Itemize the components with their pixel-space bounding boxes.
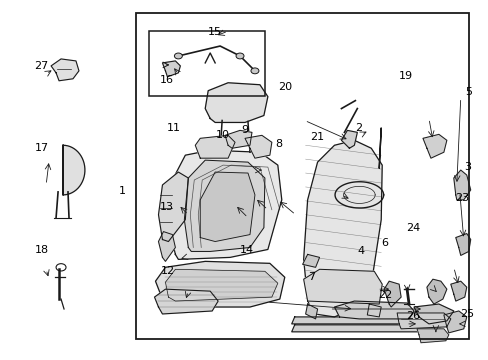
Text: 18: 18 xyxy=(35,245,49,255)
Text: 13: 13 xyxy=(160,202,173,212)
Text: 19: 19 xyxy=(398,71,412,81)
Text: 15: 15 xyxy=(207,27,221,37)
Polygon shape xyxy=(158,231,175,261)
Polygon shape xyxy=(396,313,450,329)
Text: 11: 11 xyxy=(167,123,181,133)
Polygon shape xyxy=(165,269,277,301)
Text: 14: 14 xyxy=(240,245,253,255)
Polygon shape xyxy=(366,304,381,317)
Polygon shape xyxy=(443,311,466,333)
Polygon shape xyxy=(453,170,470,200)
Polygon shape xyxy=(384,281,400,307)
Text: 4: 4 xyxy=(357,247,364,256)
Text: 20: 20 xyxy=(278,82,292,92)
Polygon shape xyxy=(184,160,264,251)
Polygon shape xyxy=(413,304,453,324)
Polygon shape xyxy=(291,325,440,332)
Polygon shape xyxy=(205,83,267,122)
Polygon shape xyxy=(63,145,85,195)
Polygon shape xyxy=(455,234,470,255)
Text: 21: 21 xyxy=(310,132,324,142)
Text: 23: 23 xyxy=(454,193,468,203)
Text: 3: 3 xyxy=(464,162,471,172)
Polygon shape xyxy=(200,172,254,242)
Polygon shape xyxy=(422,134,446,158)
Text: 22: 22 xyxy=(378,290,392,300)
Bar xyxy=(135,13,468,339)
Text: 1: 1 xyxy=(118,186,125,196)
Polygon shape xyxy=(168,150,281,260)
Polygon shape xyxy=(305,304,317,319)
Polygon shape xyxy=(154,289,218,314)
Text: 16: 16 xyxy=(160,75,173,85)
Text: 2: 2 xyxy=(354,123,362,133)
Circle shape xyxy=(174,53,182,59)
Text: 9: 9 xyxy=(241,125,247,135)
Polygon shape xyxy=(341,130,357,148)
Polygon shape xyxy=(291,317,440,324)
Circle shape xyxy=(250,68,258,74)
Text: 7: 7 xyxy=(307,272,315,282)
Text: 6: 6 xyxy=(380,238,387,248)
Polygon shape xyxy=(195,135,235,158)
Text: 27: 27 xyxy=(35,61,49,71)
Polygon shape xyxy=(450,281,466,301)
Text: 10: 10 xyxy=(215,130,229,140)
Polygon shape xyxy=(303,269,382,304)
Polygon shape xyxy=(426,279,446,304)
Text: 17: 17 xyxy=(35,143,49,153)
Text: 8: 8 xyxy=(274,139,282,149)
Polygon shape xyxy=(162,61,180,77)
Polygon shape xyxy=(51,59,79,81)
Polygon shape xyxy=(158,172,188,242)
Text: 5: 5 xyxy=(465,87,472,98)
Polygon shape xyxy=(303,140,382,317)
Text: 26: 26 xyxy=(406,311,419,321)
Polygon shape xyxy=(416,329,448,343)
Text: 25: 25 xyxy=(459,309,473,319)
Circle shape xyxy=(236,53,244,59)
Text: 12: 12 xyxy=(160,266,174,276)
Polygon shape xyxy=(302,255,319,267)
Text: 24: 24 xyxy=(405,223,420,233)
Bar xyxy=(148,31,264,96)
Polygon shape xyxy=(155,261,284,307)
Polygon shape xyxy=(224,130,251,148)
Polygon shape xyxy=(334,301,413,319)
Polygon shape xyxy=(244,135,271,158)
